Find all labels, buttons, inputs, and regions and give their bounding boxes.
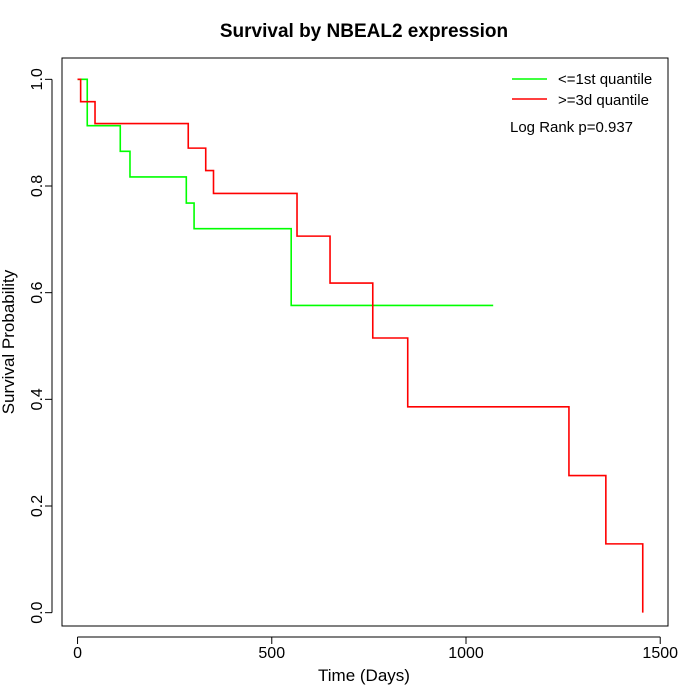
log-rank-annotation: Log Rank p=0.937 — [510, 119, 633, 136]
plot-frame — [61, 57, 669, 627]
x-tick-label: 0 — [73, 645, 82, 662]
y-tick-label: 0.0 — [29, 601, 46, 623]
x-tick-label: 500 — [258, 645, 285, 662]
y-tick-label: 0.2 — [29, 495, 46, 517]
survival-curve-series-1 — [77, 78, 494, 307]
chart-title: Survival by NBEAL2 expression — [220, 21, 508, 42]
series-layer — [77, 78, 644, 613]
y-axis: 0.0 0.2 0.4 0.6 0.8 1.0 — [29, 68, 53, 624]
x-tick-label: 1500 — [642, 645, 678, 662]
y-tick-label: 1.0 — [29, 68, 46, 90]
x-axis-label: Time (Days) — [318, 666, 410, 685]
y-tick-label: 0.6 — [29, 281, 46, 303]
y-axis-label: Survival Probability — [0, 269, 18, 414]
survival-curve-series-2 — [77, 78, 644, 613]
y-tick-label: 0.8 — [29, 175, 46, 197]
x-axis: 0 500 1000 1500 — [73, 636, 678, 662]
legend-label-series-1: <=1st quantile — [558, 71, 652, 88]
legend: <=1st quantile >=3d quantile Log Rank p=… — [510, 71, 652, 136]
legend-label-series-2: >=3d quantile — [558, 92, 649, 109]
y-tick-label: 0.4 — [29, 388, 46, 410]
x-tick-label: 1000 — [448, 645, 484, 662]
